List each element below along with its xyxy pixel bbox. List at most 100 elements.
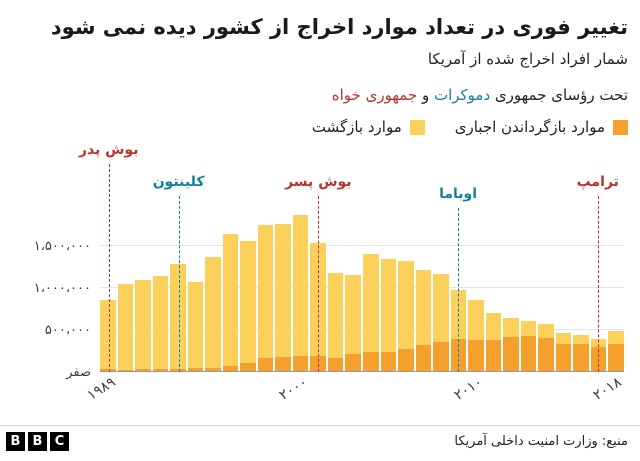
returns-segment[interactable] — [468, 300, 484, 340]
returns-segment[interactable] — [187, 281, 204, 369]
bar-2001[interactable] — [310, 212, 326, 373]
bar-2004[interactable] — [362, 212, 379, 373]
removals-segment[interactable] — [433, 341, 449, 373]
y-tick-label: ۱،۵۰۰،۰۰۰ — [33, 238, 91, 254]
removals-segment[interactable] — [310, 356, 326, 373]
returns-segment[interactable] — [257, 225, 274, 358]
removals-segment[interactable] — [398, 348, 414, 373]
returns-segment[interactable] — [380, 259, 397, 352]
removals-segment[interactable] — [415, 345, 432, 373]
chart: ۱،۵۰۰،۰۰۰ ۱،۰۰۰،۰۰۰ ۵۰۰،۰۰۰ صفر ۱۹۸۹ ۲۰۰۰ ۲۰۱… — [12, 142, 628, 407]
removals-segment[interactable] — [205, 367, 221, 373]
bar-2010[interactable] — [468, 212, 484, 373]
returns-segment[interactable] — [345, 274, 361, 355]
bbc-logo-block: B — [6, 432, 25, 451]
returns-segment[interactable] — [240, 241, 256, 363]
removals-segment[interactable] — [362, 351, 379, 373]
returns-segment[interactable] — [310, 242, 326, 357]
returns-segment[interactable] — [555, 333, 572, 345]
removals-segment[interactable] — [292, 356, 309, 373]
removals-segment[interactable] — [275, 356, 291, 373]
removals-segment[interactable] — [327, 358, 344, 373]
bar-2017[interactable] — [590, 212, 607, 373]
removals-segment[interactable] — [117, 369, 134, 373]
bar-2003[interactable] — [345, 212, 361, 373]
removals-segment[interactable] — [485, 339, 502, 373]
removals-segment[interactable] — [257, 357, 274, 373]
bar-1992[interactable] — [152, 212, 169, 373]
removals-segment[interactable] — [468, 340, 484, 373]
removals-segment[interactable] — [608, 343, 624, 373]
bar-2008[interactable] — [433, 212, 449, 373]
returns-segment[interactable] — [398, 260, 414, 349]
returns-segment[interactable] — [152, 275, 169, 369]
party-line-conjunction: و — [417, 86, 434, 105]
bar-2009[interactable] — [450, 212, 467, 373]
bar-1990[interactable] — [117, 212, 134, 373]
bar-1993[interactable] — [170, 212, 186, 373]
bar-1995[interactable] — [205, 212, 221, 373]
bar-2018[interactable] — [608, 212, 624, 373]
bar-2014[interactable] — [538, 212, 554, 373]
bar-2002[interactable] — [327, 212, 344, 373]
removals-segment[interactable] — [135, 369, 151, 373]
bar-2000[interactable] — [292, 212, 309, 373]
bar-2006[interactable] — [398, 212, 414, 373]
returns-segment[interactable] — [362, 253, 379, 352]
returns-segment[interactable] — [170, 263, 186, 369]
removals-segment[interactable] — [152, 368, 169, 373]
democrat-word: دموکرات — [433, 86, 491, 105]
removals-segment[interactable] — [170, 368, 186, 373]
returns-segment[interactable] — [520, 320, 537, 336]
returns-segment[interactable] — [117, 283, 134, 370]
returns-segment[interactable] — [415, 270, 432, 346]
returns-segment[interactable] — [450, 290, 467, 340]
removals-segment[interactable] — [573, 343, 589, 373]
bar-1998[interactable] — [257, 212, 274, 373]
bar-2012[interactable] — [503, 212, 519, 373]
returns-segment[interactable] — [485, 312, 502, 340]
returns-segment[interactable] — [135, 280, 151, 370]
returns-segment[interactable] — [100, 299, 116, 370]
bar-2015[interactable] — [555, 212, 572, 373]
returns-segment[interactable] — [590, 339, 607, 348]
removals-segment[interactable] — [538, 337, 554, 373]
bar-2011[interactable] — [485, 212, 502, 373]
removals-segment[interactable] — [100, 369, 116, 373]
removals-segment[interactable] — [380, 351, 397, 373]
returns-segment[interactable] — [275, 224, 291, 357]
returns-segment[interactable] — [205, 257, 221, 368]
returns-segment[interactable] — [538, 324, 554, 338]
bbc-logo-block: B — [28, 432, 47, 451]
returns-segment[interactable] — [433, 273, 449, 342]
removals-segment[interactable] — [187, 368, 204, 373]
bar-1996[interactable] — [222, 212, 239, 373]
bar-1999[interactable] — [275, 212, 291, 373]
removals-segment[interactable] — [503, 337, 519, 373]
bar-2016[interactable] — [573, 212, 589, 373]
y-tick-label: ۵۰۰،۰۰۰ — [44, 323, 91, 339]
removals-segment[interactable] — [345, 354, 361, 373]
removals-segment[interactable] — [222, 366, 239, 373]
bar-1994[interactable] — [187, 212, 204, 373]
returns-segment[interactable] — [292, 215, 309, 357]
bar-2013[interactable] — [520, 212, 537, 373]
returns-segment[interactable] — [222, 233, 239, 367]
removals-segment[interactable] — [590, 347, 607, 373]
x-tick-label: ۲۰۱۰ — [451, 374, 486, 405]
returns-segment[interactable] — [327, 273, 344, 359]
removals-segment[interactable] — [520, 335, 537, 373]
legend-label: موارد بازگرداندن اجباری — [454, 118, 605, 137]
bar-2007[interactable] — [415, 212, 432, 373]
legend-swatch — [409, 119, 425, 135]
returns-segment[interactable] — [503, 317, 519, 338]
bar-1989[interactable] — [100, 212, 116, 373]
returns-segment[interactable] — [573, 334, 589, 344]
bar-2005[interactable] — [380, 212, 397, 373]
bar-1997[interactable] — [240, 212, 256, 373]
returns-segment[interactable] — [608, 330, 624, 344]
removals-segment[interactable] — [555, 344, 572, 373]
removals-segment[interactable] — [240, 362, 256, 373]
bar-1991[interactable] — [135, 212, 151, 373]
removals-segment[interactable] — [450, 339, 467, 373]
